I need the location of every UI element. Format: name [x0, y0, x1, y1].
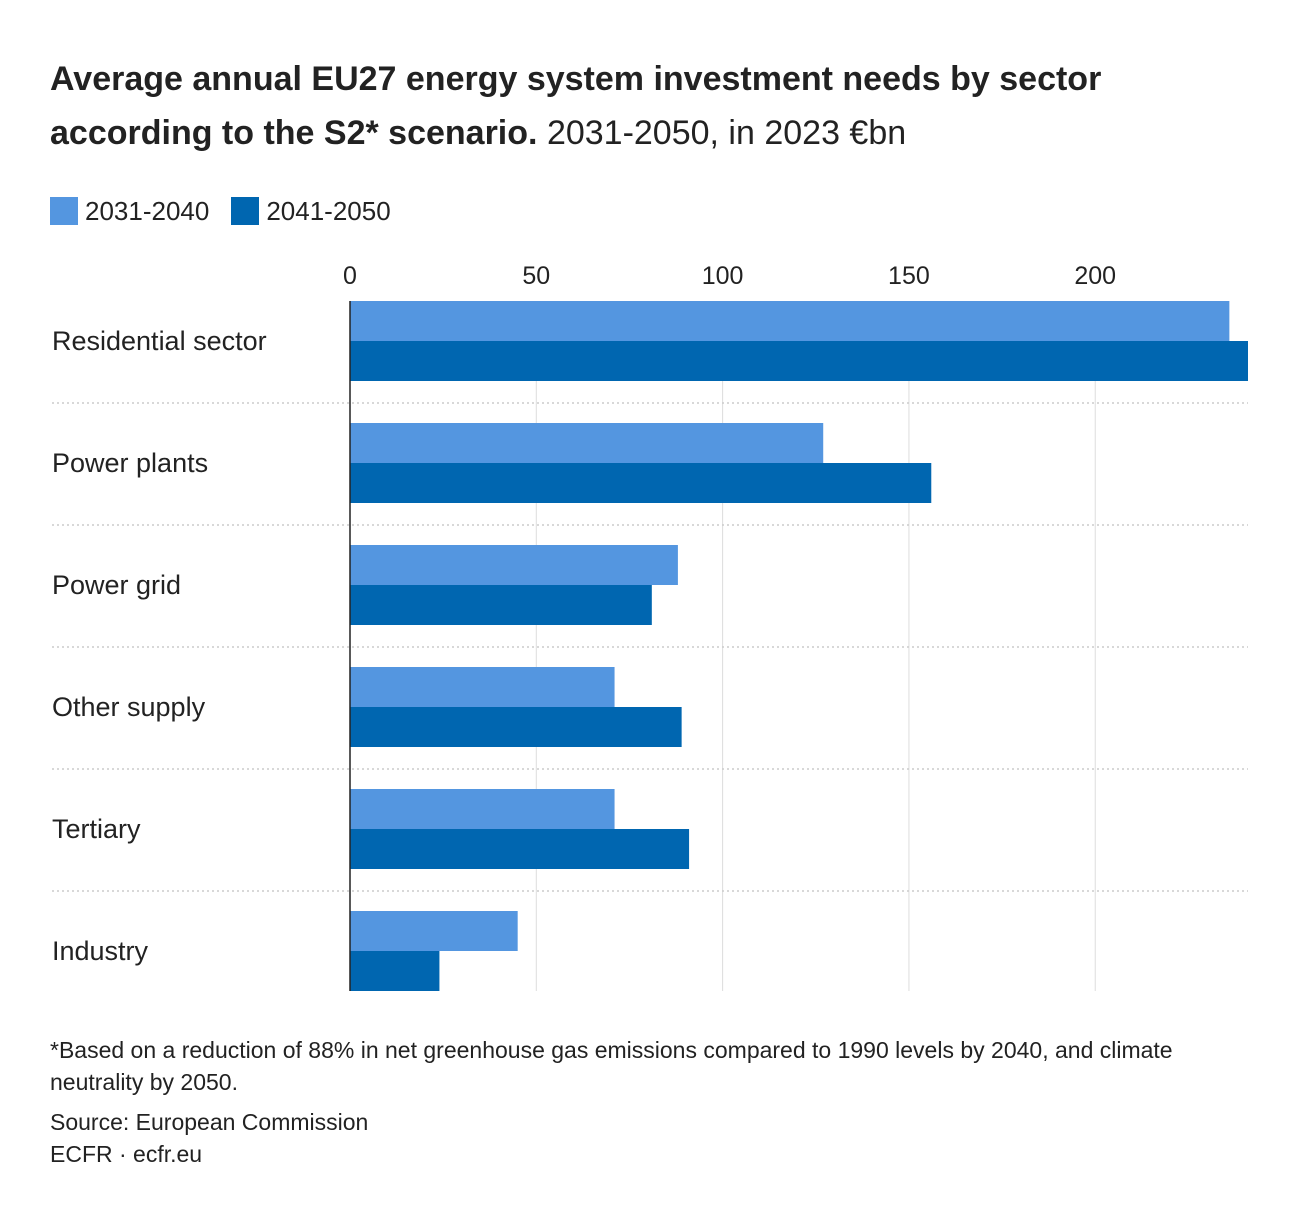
legend-item-2041-2050: 2041-2050 — [231, 195, 391, 227]
bar-first-period — [350, 301, 1230, 341]
bar-first-period — [350, 545, 678, 585]
chart-title-block: Average annual EU27 energy system invest… — [50, 52, 1260, 160]
x-tick-label-150: 150 — [888, 262, 930, 290]
bar-second-period — [350, 707, 682, 747]
x-tick-label-200: 200 — [1074, 262, 1116, 290]
category-label: Industry — [52, 936, 149, 966]
x-tick-label-0: 0 — [343, 262, 357, 290]
bar-first-period — [350, 667, 615, 707]
category-label: Residential sector — [52, 326, 267, 356]
credit-note: ECFR · ecfr.eu — [50, 1141, 203, 1167]
legend-item-2031-2040: 2031-2040 — [50, 196, 209, 227]
legend-swatch-2041-2050 — [231, 197, 260, 225]
footnote: *Based on a reduction of 88% in net gree… — [50, 1037, 1173, 1095]
legend: 2031-2040 2041-2050 — [50, 196, 413, 226]
chart-subtitle: 2031-2050, in 2023 €bn — [546, 114, 907, 152]
chart-title: Average annual EU27 energy system invest… — [50, 60, 1102, 152]
bar-second-period — [350, 463, 932, 503]
bar-second-period — [350, 341, 1248, 381]
bar-second-period — [350, 829, 690, 869]
category-label: Other supply — [52, 692, 206, 722]
bar-first-period — [350, 911, 518, 951]
bar-first-period — [350, 423, 824, 463]
bar-first-period — [350, 789, 615, 829]
x-tick-label-50: 50 — [522, 262, 550, 290]
legend-label-2031-2040: 2031-2040 — [85, 195, 210, 226]
category-label: Tertiary — [52, 814, 141, 844]
category-label: Power grid — [52, 570, 181, 600]
source-note: Source: European Commission — [50, 1109, 369, 1135]
bar-chart: 0 50 100 150 200 Residential sector Power plan… — [52, 262, 1248, 991]
x-tick-label-100: 100 — [702, 262, 744, 290]
legend-label-2041-2050: 2041-2050 — [266, 195, 391, 226]
bar-second-period — [350, 585, 652, 625]
bar-second-period — [350, 951, 440, 991]
category-label: Power plants — [52, 448, 208, 478]
legend-swatch-2031-2040 — [50, 197, 78, 225]
